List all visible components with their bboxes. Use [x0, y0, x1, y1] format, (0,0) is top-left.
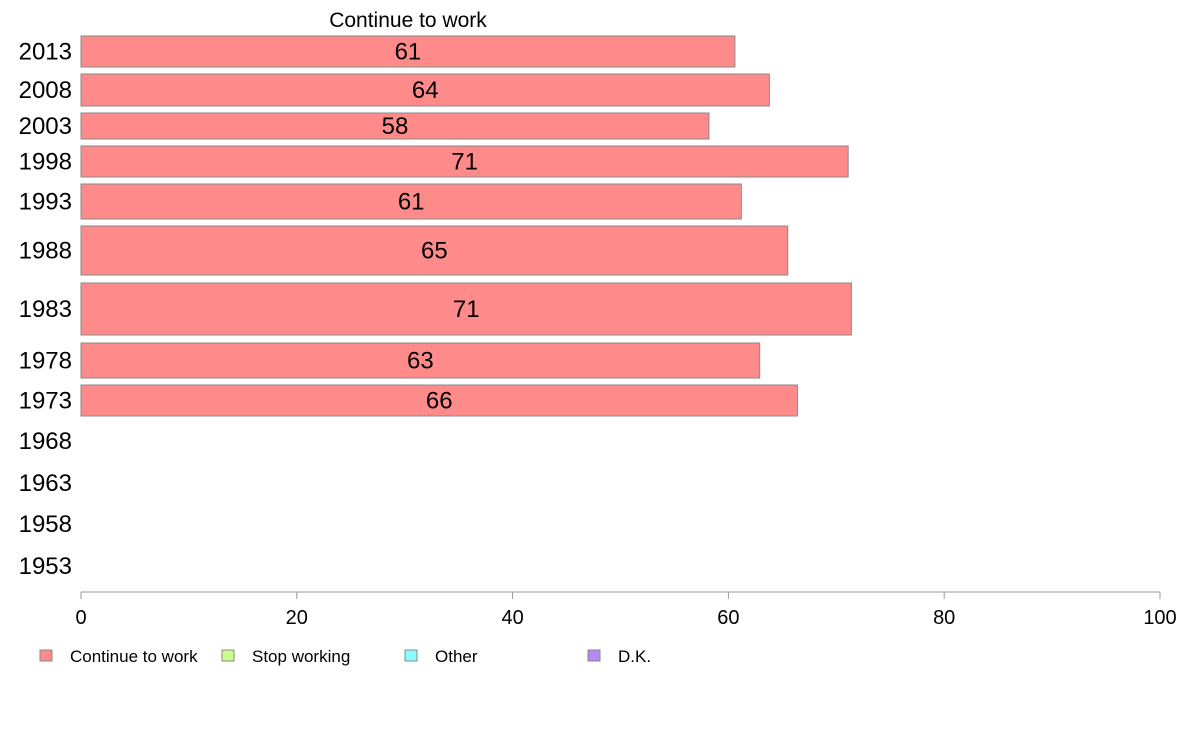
x-tick-label: 100: [1143, 607, 1176, 629]
category-label: 1978: [19, 348, 72, 375]
legend-label: Stop working: [252, 647, 350, 666]
category-label: 1968: [19, 428, 72, 455]
x-tick-label: 40: [501, 607, 523, 629]
legend-swatch: [404, 649, 418, 662]
legend-label: D.K.: [618, 647, 651, 666]
category-label: 1973: [19, 388, 72, 415]
bar: [80, 73, 770, 107]
bar-value-label: 66: [426, 388, 453, 415]
bar: [80, 145, 849, 178]
category-label: 2003: [19, 113, 72, 140]
legend-label: Other: [435, 647, 478, 666]
category-label: 1958: [19, 511, 72, 538]
legend-swatch: [39, 649, 53, 662]
category-label: 1983: [19, 296, 72, 323]
category-label: 2013: [19, 39, 72, 66]
category-labels: 2013 2008 2003 1998 1993 1988 1983 1978 1973 1968…: [19, 39, 72, 581]
legend-swatch: [221, 649, 235, 662]
bar-value-label: 61: [398, 189, 425, 216]
x-tick-label: 0: [75, 607, 86, 629]
bar: [80, 112, 710, 140]
bar-value-label: 61: [395, 39, 422, 66]
legend-swatch: [587, 649, 601, 662]
legend-item: Other: [404, 647, 478, 666]
category-label: 1988: [19, 238, 72, 265]
category-label: 1993: [19, 189, 72, 216]
x-tick-label: 20: [286, 607, 308, 629]
x-tick-label: 80: [933, 607, 955, 629]
bar: [80, 183, 742, 220]
legend-label: Continue to work: [70, 647, 198, 666]
bar: [80, 35, 736, 68]
category-label: 2008: [19, 77, 72, 104]
category-label: 1953: [19, 553, 72, 580]
bar: [80, 225, 789, 276]
bar-value-label: 64: [412, 77, 439, 104]
bar-value-label: 65: [421, 238, 448, 265]
bar-value-label: 71: [453, 296, 480, 323]
bar: [80, 282, 852, 336]
legend-item: Continue to work: [39, 647, 198, 666]
legend: Continue to work Stop working Other D.K.: [39, 647, 651, 666]
bar: [80, 342, 761, 379]
chart-title: Continue to work: [329, 9, 487, 32]
bar: [80, 384, 798, 417]
x-tick-label: 60: [717, 607, 739, 629]
legend-item: Stop working: [221, 647, 350, 666]
category-label: 1963: [19, 470, 72, 497]
legend-item: D.K.: [587, 647, 651, 666]
category-label: 1998: [19, 149, 72, 176]
x-axis: 0 20 40 60 80 100: [75, 591, 1177, 629]
bar-value-label: 58: [382, 113, 409, 140]
bar-value-label: 63: [407, 348, 434, 375]
bar-value-label: 71: [451, 149, 478, 176]
